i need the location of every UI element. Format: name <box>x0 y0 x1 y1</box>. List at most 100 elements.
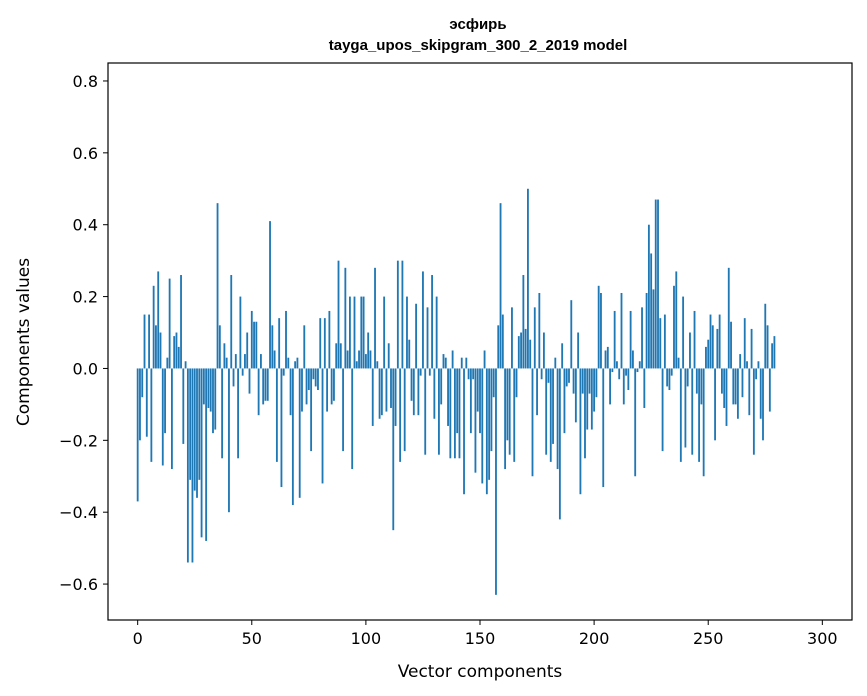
bar-159 <box>499 203 502 369</box>
bar-172 <box>529 339 532 369</box>
bar-219 <box>636 368 639 373</box>
bar-252 <box>711 325 714 369</box>
bar-260 <box>730 321 732 369</box>
x-tick-label: 300 <box>807 629 838 648</box>
bar-178 <box>542 332 545 369</box>
bar-229 <box>659 318 662 369</box>
bar-277 <box>768 368 771 412</box>
bar-143 <box>463 368 465 495</box>
bar-187 <box>563 368 566 434</box>
bar-133 <box>440 368 443 405</box>
bar-104 <box>374 267 376 369</box>
bar-197 <box>586 368 589 430</box>
bar-179 <box>545 368 548 455</box>
bar-62 <box>278 318 281 369</box>
bar-65 <box>285 310 287 369</box>
bar-140 <box>456 368 459 434</box>
bar-144 <box>465 357 468 369</box>
x-tick-label: 150 <box>465 629 496 648</box>
bar-258 <box>725 368 728 426</box>
bar-183 <box>554 357 557 369</box>
bar-66 <box>287 357 290 369</box>
bar-221 <box>641 307 643 369</box>
bar-225 <box>650 253 653 369</box>
bar-231 <box>663 314 666 369</box>
bar-27 <box>198 368 201 480</box>
bar-235 <box>673 285 675 369</box>
y-tick-label: 0.0 <box>73 359 98 378</box>
bar-89 <box>339 343 342 369</box>
bar-15 <box>170 368 173 470</box>
bar-226 <box>652 289 655 369</box>
x-tick-label: 100 <box>351 629 382 648</box>
bar-101 <box>367 332 370 369</box>
bar-127 <box>426 307 429 369</box>
bar-189 <box>568 368 570 383</box>
bar-30 <box>205 368 208 541</box>
bar-112 <box>392 368 395 531</box>
bar-136 <box>447 368 449 426</box>
bar-149 <box>476 368 479 412</box>
bar-85 <box>330 368 333 405</box>
bar-117 <box>403 368 406 452</box>
bar-14 <box>168 278 171 369</box>
bar-69 <box>294 361 297 369</box>
bar-106 <box>378 368 381 419</box>
bar-165 <box>513 368 516 462</box>
bar-199 <box>590 368 593 430</box>
bar-142 <box>460 357 463 369</box>
bar-160 <box>501 314 504 369</box>
bar-12 <box>164 368 166 434</box>
bar-98 <box>360 296 363 369</box>
bar-214 <box>625 368 627 376</box>
bar-237 <box>677 357 680 369</box>
bar-86 <box>333 368 335 401</box>
bar-192 <box>574 368 577 423</box>
bar-264 <box>739 354 742 369</box>
bar-129 <box>431 275 433 369</box>
bar-31 <box>207 368 210 408</box>
bar-126 <box>424 368 427 455</box>
bar-2 <box>141 368 144 398</box>
bar-256 <box>721 368 723 394</box>
bar-34 <box>214 368 217 430</box>
bar-50 <box>250 310 253 369</box>
bar-255 <box>718 314 721 369</box>
bar-29 <box>202 368 205 405</box>
bar-131 <box>435 296 438 369</box>
bar-240 <box>684 368 687 448</box>
bar-218 <box>634 368 637 477</box>
bar-11 <box>161 368 164 466</box>
bar-257 <box>723 368 726 408</box>
bar-151 <box>481 368 484 484</box>
bar-123 <box>417 368 420 416</box>
bar-177 <box>540 368 543 380</box>
bar-254 <box>716 328 719 369</box>
bar-42 <box>232 368 235 387</box>
bar-259 <box>727 267 730 369</box>
bar-41 <box>230 275 233 369</box>
bar-103 <box>371 368 374 426</box>
bar-77 <box>312 368 315 380</box>
bar-47 <box>244 354 246 369</box>
bar-118 <box>406 296 408 369</box>
y-tick-label: −0.2 <box>59 431 98 450</box>
bar-158 <box>497 325 500 369</box>
bar-57 <box>266 368 269 401</box>
bar-78 <box>314 368 317 387</box>
bar-212 <box>620 292 623 369</box>
bar-185 <box>558 368 561 520</box>
bar-272 <box>757 361 760 369</box>
bar-137 <box>449 368 452 459</box>
x-tick-label: 200 <box>579 629 610 648</box>
bar-83 <box>326 368 329 412</box>
bar-248 <box>702 368 705 477</box>
bar-169 <box>522 275 525 369</box>
bar-155 <box>490 368 493 452</box>
bar-233 <box>668 368 671 391</box>
bar-25 <box>193 368 196 491</box>
bar-51 <box>253 321 255 369</box>
bar-52 <box>255 321 258 369</box>
bar-110 <box>387 343 390 369</box>
bar-60 <box>273 350 276 369</box>
